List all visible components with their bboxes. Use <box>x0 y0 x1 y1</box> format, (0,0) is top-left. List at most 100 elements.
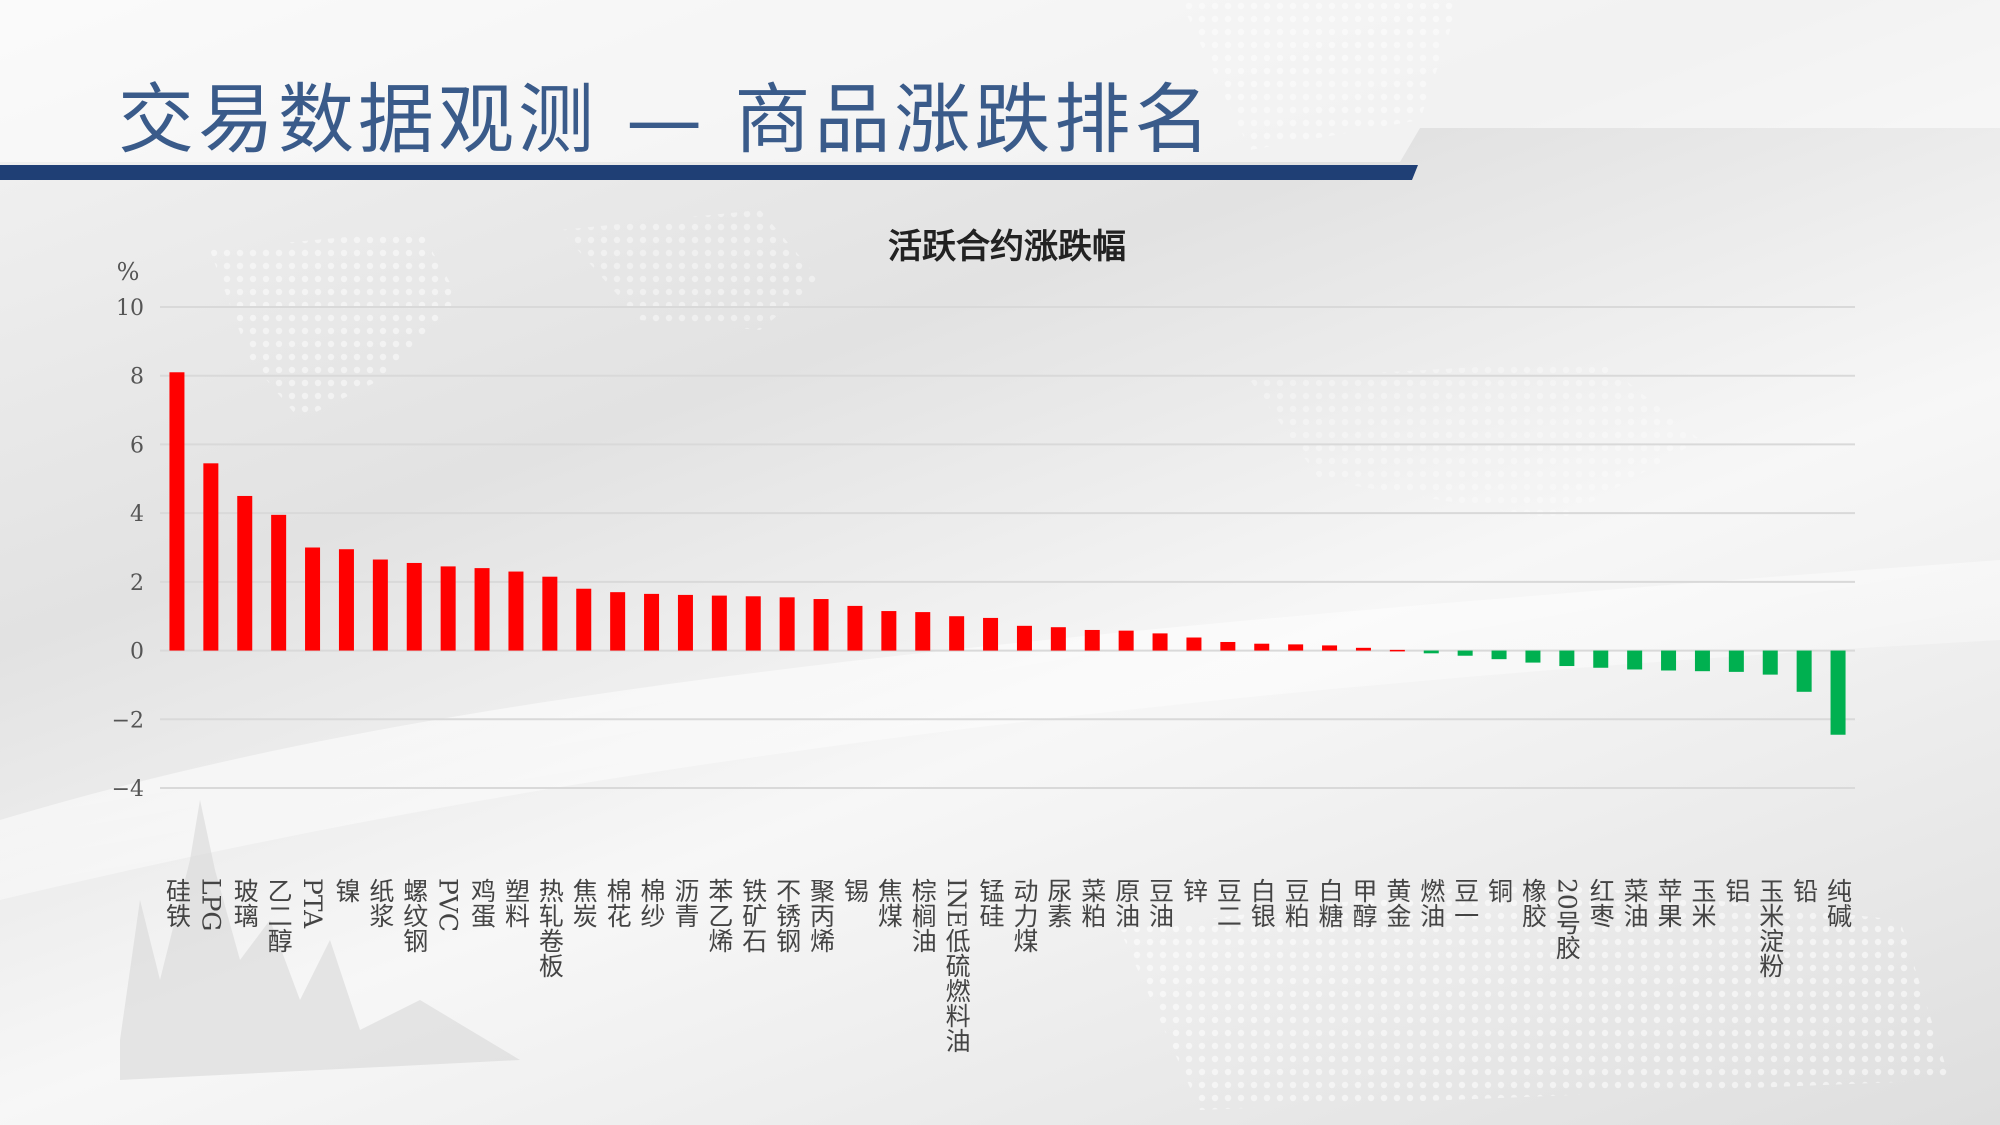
bar <box>372 559 388 651</box>
bar <box>1491 650 1507 660</box>
bar <box>474 568 490 651</box>
bar <box>1525 650 1541 663</box>
bar <box>1322 645 1338 651</box>
header-rule <box>0 165 1418 180</box>
x-category-label: 热轧卷板 <box>535 878 564 978</box>
bar <box>203 463 219 651</box>
bar <box>1728 650 1744 672</box>
bar <box>169 372 185 651</box>
bar <box>406 562 422 651</box>
x-category-label: 20号胶 <box>1552 878 1581 960</box>
x-category-label: 玉米淀粉 <box>1756 878 1785 978</box>
x-category-label: 螺纹钢 <box>400 878 429 953</box>
bar <box>1152 633 1168 651</box>
x-category-label: 焦炭 <box>569 878 598 928</box>
x-category-label: 棉花 <box>603 878 632 928</box>
y-tick-label: −2 <box>112 708 144 733</box>
x-category-label: 红枣 <box>1586 878 1615 928</box>
x-category-label: 不锈钢 <box>773 878 802 953</box>
bar <box>1254 643 1270 651</box>
bar <box>711 595 727 651</box>
x-category-label: 菜粕 <box>1078 878 1107 928</box>
bar <box>644 593 660 651</box>
bar <box>881 611 897 651</box>
bar <box>983 617 999 651</box>
x-category-label: 甲醇 <box>1349 878 1378 928</box>
header-panel <box>0 0 2000 162</box>
x-category-label: 玻璃 <box>230 878 259 928</box>
x-category-label: 白糖 <box>1315 878 1344 928</box>
x-category-label: 橡胶 <box>1518 878 1547 928</box>
x-category-label: 苹果 <box>1654 878 1683 928</box>
bar <box>847 605 863 651</box>
bar <box>1661 650 1677 671</box>
x-category-label: 豆粕 <box>1281 878 1310 928</box>
x-category-label: 黄金 <box>1383 878 1412 928</box>
x-category-label: 原油 <box>1112 878 1141 928</box>
x-category-label: 铅 <box>1790 878 1819 903</box>
x-category-label: PVC <box>434 878 463 932</box>
x-category-label: 豆一 <box>1451 878 1480 928</box>
x-category-label: PTA <box>298 878 327 929</box>
y-tick-label: 10 <box>116 296 144 321</box>
bar <box>1118 630 1134 651</box>
bar <box>1016 625 1032 651</box>
bar <box>237 495 253 651</box>
x-category-label: 硅铁 <box>162 878 191 928</box>
x-category-label: LPG <box>196 878 225 931</box>
bar <box>1796 650 1812 692</box>
y-tick-label: 6 <box>130 433 144 458</box>
bar <box>610 592 626 651</box>
x-category-label: 棉纱 <box>637 878 666 928</box>
bar <box>779 597 795 651</box>
x-category-label: 铝 <box>1722 878 1751 903</box>
x-category-label: 豆二 <box>1213 878 1242 928</box>
x-category-label: 铁矿石 <box>739 878 768 953</box>
bar <box>576 588 592 651</box>
header-band <box>0 0 2000 180</box>
bar <box>542 576 558 651</box>
bar <box>1288 644 1304 651</box>
bar <box>305 547 321 651</box>
bar <box>949 616 965 651</box>
x-category-label: 豆油 <box>1146 878 1175 928</box>
x-category-label: 镍 <box>332 878 361 903</box>
bar <box>1593 650 1609 668</box>
x-category-label: 乙二醇 <box>264 878 293 953</box>
x-category-label: 燃油 <box>1417 878 1446 928</box>
chart-title: 活跃合约涨跌幅 <box>888 227 1126 267</box>
x-category-label: 塑料 <box>501 878 530 928</box>
bar <box>1762 650 1778 675</box>
bar <box>508 571 524 651</box>
bar <box>338 549 354 651</box>
bar <box>677 594 693 651</box>
x-category-label: 尿素 <box>1044 878 1073 928</box>
x-category-label: INE低硫燃料油 <box>942 878 971 1053</box>
bar <box>1457 650 1473 656</box>
bar <box>745 596 761 651</box>
bar <box>1559 650 1575 667</box>
bar <box>1423 650 1439 654</box>
bar <box>915 612 931 651</box>
bar <box>271 514 287 651</box>
y-axis-unit-label: % <box>117 258 140 286</box>
y-tick-label: 8 <box>130 365 144 390</box>
x-category-label: 纸浆 <box>366 878 395 928</box>
x-category-label: 菜油 <box>1620 878 1649 928</box>
x-category-label: 棕榈油 <box>908 878 937 953</box>
x-category-label: 白银 <box>1247 878 1276 928</box>
y-tick-label: −4 <box>112 777 144 802</box>
bar <box>440 566 456 651</box>
page-title: 交易数据观测 — 商品涨跌排名 <box>118 75 1215 164</box>
y-tick-label: 0 <box>130 640 144 665</box>
x-category-label: 苯乙烯 <box>705 878 734 953</box>
x-category-label: 沥青 <box>671 878 700 928</box>
bar <box>1186 637 1202 651</box>
x-category-label: 玉米 <box>1688 878 1717 928</box>
y-tick-label: 2 <box>130 571 144 596</box>
bar <box>1830 650 1846 735</box>
bar <box>1389 649 1405 652</box>
bar <box>1627 650 1643 670</box>
